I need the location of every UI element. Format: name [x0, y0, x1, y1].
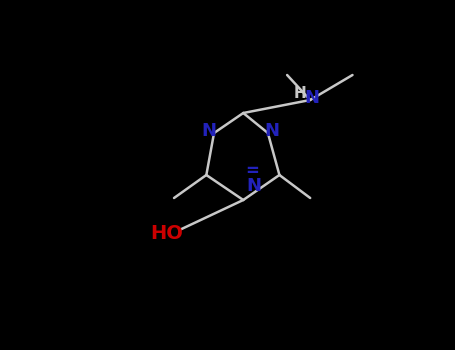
- Text: N: N: [247, 177, 262, 196]
- Text: H: H: [293, 85, 306, 100]
- Text: N: N: [201, 122, 216, 140]
- Text: N: N: [304, 89, 319, 107]
- Text: N: N: [264, 122, 279, 140]
- Text: HO: HO: [151, 224, 184, 243]
- Text: =: =: [245, 162, 259, 180]
